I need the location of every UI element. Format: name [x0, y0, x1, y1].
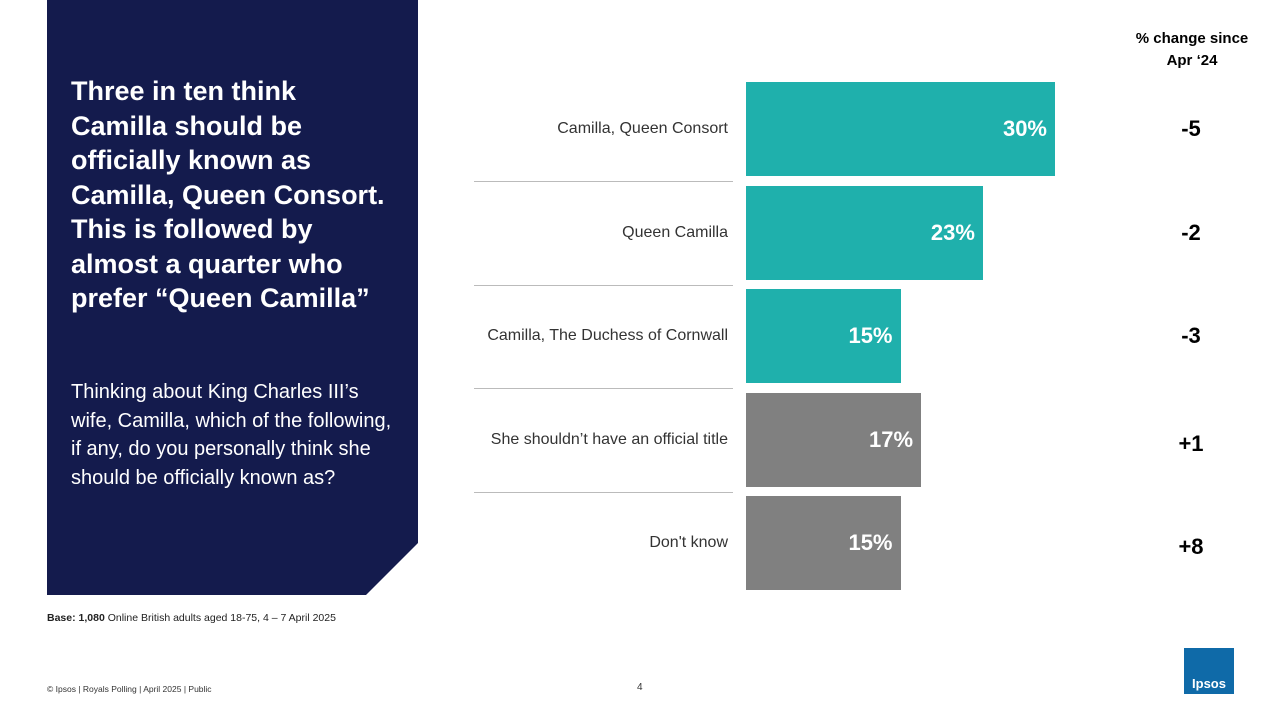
value-label: 30% [1002, 116, 1047, 141]
value-label: 17% [869, 426, 914, 452]
category-label: Camilla, Queen Consort [557, 120, 728, 137]
bar: 23% [746, 185, 983, 280]
bar: 30% [746, 82, 1055, 176]
summary-panel: Three in ten think Camilla should be off… [47, 0, 418, 595]
separator [474, 284, 733, 286]
change-header: % change since Apr ‘24 [1135, 30, 1249, 69]
logo-text: Ipsos [1192, 676, 1226, 691]
change-value: +1 [1178, 430, 1204, 456]
copyright: © Ipsos | Royals Polling | April 2025 | … [47, 684, 212, 694]
bar: 17% [746, 392, 922, 487]
change-value: +8 [1178, 534, 1204, 559]
category-label: She shouldn’t have an official title [490, 430, 728, 448]
value-label: 15% [848, 323, 893, 348]
logo: Ipsos [1184, 648, 1234, 694]
category-label: Camilla, The Duchess of Cornwall [487, 327, 728, 344]
separator [474, 491, 733, 493]
base-note: Base: 1,080 Online British adults aged 1… [47, 612, 336, 624]
separator [474, 181, 733, 182]
change-value: -2 [1181, 219, 1201, 245]
base-text: Online British adults aged 18-75, 4 – 7 … [107, 612, 336, 624]
value-label: 23% [930, 219, 975, 245]
change-value: -5 [1181, 116, 1201, 141]
value-label: 15% [848, 530, 893, 555]
change-value: -3 [1181, 323, 1201, 348]
base-label: Base: 1,080 [47, 612, 105, 624]
separator [474, 388, 733, 389]
question-text: Thinking about King Charles III’s wife, … [71, 381, 392, 490]
category-label: Queen Camilla [622, 223, 728, 241]
page-number: 4 [637, 682, 643, 693]
bar: 15% [746, 289, 901, 383]
category-label: Don't know [649, 534, 728, 551]
panel-title: Three in ten think Camilla should be off… [71, 76, 385, 313]
bar: 15% [746, 496, 901, 590]
